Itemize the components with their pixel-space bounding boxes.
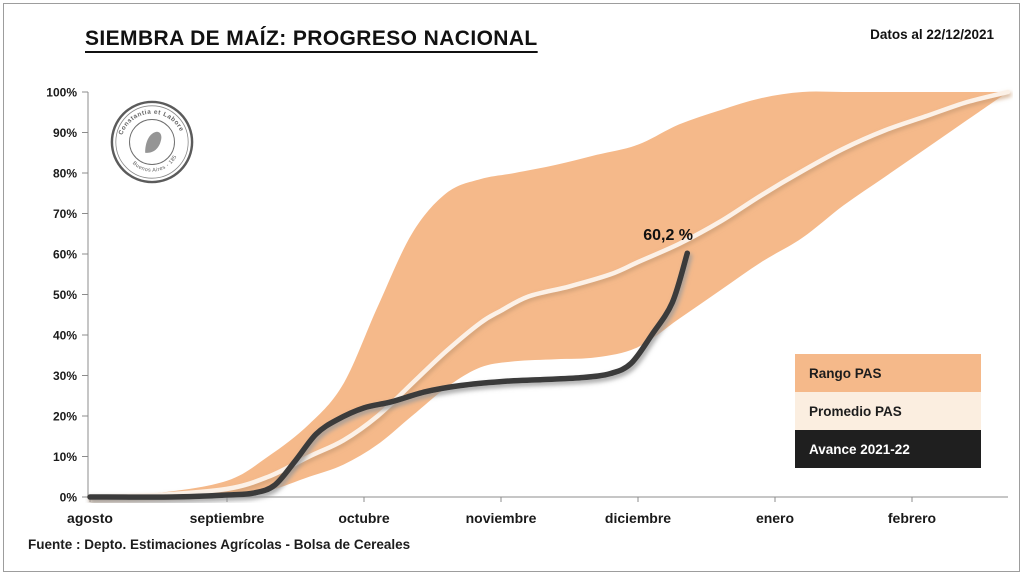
svg-text:50%: 50% <box>53 288 77 302</box>
svg-text:80%: 80% <box>53 167 77 181</box>
svg-text:60,2 %: 60,2 % <box>643 227 693 244</box>
seal-outer-ring <box>110 100 194 184</box>
svg-text:10%: 10% <box>53 450 77 464</box>
svg-text:90%: 90% <box>53 126 77 140</box>
svg-text:100%: 100% <box>46 86 77 100</box>
legend-label-promedio-pas: Promedio PAS <box>809 403 902 419</box>
svg-text:diciembre: diciembre <box>605 510 671 526</box>
svg-text:70%: 70% <box>53 207 77 221</box>
chart-legend: Rango PAS Promedio PAS Avance 2021-22 <box>795 354 981 468</box>
svg-text:enero: enero <box>756 510 794 526</box>
svg-text:octubre: octubre <box>338 510 390 526</box>
seal-figure <box>145 131 162 153</box>
svg-text:0%: 0% <box>60 491 78 505</box>
seal-center-ring <box>129 119 175 165</box>
svg-text:septiembre: septiembre <box>190 510 265 526</box>
svg-text:Constantia et Labore: Constantia et Labore <box>118 109 185 136</box>
legend-item-avance-2021-22: Avance 2021-22 <box>795 430 981 468</box>
legend-label-avance-2021-22: Avance 2021-22 <box>809 441 910 457</box>
source-note: Fuente : Depto. Estimaciones Agrícolas -… <box>28 537 411 552</box>
data-date-note: Datos al 22/12/2021 <box>870 27 994 42</box>
svg-text:noviembre: noviembre <box>466 510 537 526</box>
legend-label-rango-pas: Rango PAS <box>809 365 882 381</box>
svg-text:40%: 40% <box>53 329 77 343</box>
legend-item-rango-pas: Rango PAS <box>795 354 981 392</box>
legend-item-promedio-pas: Promedio PAS <box>795 392 981 430</box>
bolsa-de-cereales-seal-icon: Constantia et Labore Buenos Aires - 1854 <box>108 98 194 184</box>
svg-text:agosto: agosto <box>67 510 113 526</box>
svg-text:20%: 20% <box>53 410 77 424</box>
svg-text:30%: 30% <box>53 369 77 383</box>
svg-text:60%: 60% <box>53 248 77 262</box>
page-title: SIEMBRA DE MAÍZ: PROGRESO NACIONAL <box>85 27 538 50</box>
svg-text:febrero: febrero <box>888 510 936 526</box>
seal-inner-ring <box>115 105 189 179</box>
seal-top-text: Constantia et Labore <box>118 109 185 136</box>
